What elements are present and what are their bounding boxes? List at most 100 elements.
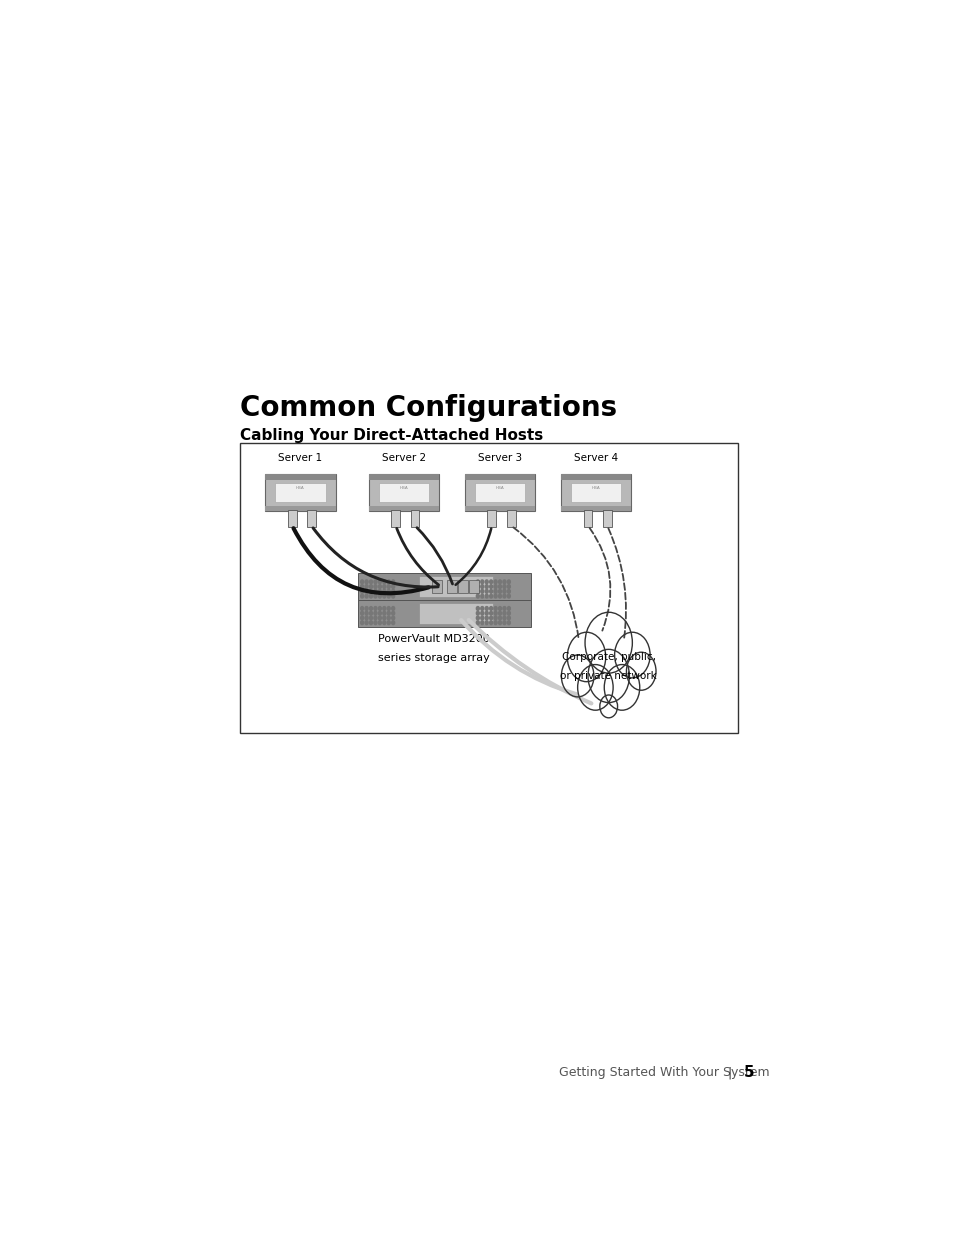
Circle shape: [502, 594, 505, 598]
FancyBboxPatch shape: [506, 510, 515, 526]
Circle shape: [360, 606, 363, 610]
Circle shape: [507, 589, 510, 593]
Circle shape: [392, 621, 395, 625]
Circle shape: [378, 616, 381, 620]
Circle shape: [374, 589, 376, 593]
Circle shape: [480, 594, 483, 598]
Circle shape: [476, 580, 478, 584]
Circle shape: [498, 594, 501, 598]
Circle shape: [387, 621, 390, 625]
Circle shape: [502, 616, 505, 620]
Circle shape: [374, 611, 376, 615]
Circle shape: [577, 664, 613, 710]
Circle shape: [374, 606, 376, 610]
Circle shape: [507, 594, 510, 598]
Circle shape: [476, 621, 478, 625]
Circle shape: [382, 594, 385, 598]
Circle shape: [392, 594, 395, 598]
Circle shape: [507, 580, 510, 584]
Circle shape: [489, 611, 492, 615]
Circle shape: [378, 606, 381, 610]
Circle shape: [360, 580, 363, 584]
Circle shape: [374, 594, 376, 598]
Bar: [464, 474, 535, 480]
FancyBboxPatch shape: [288, 510, 296, 526]
Circle shape: [489, 594, 492, 598]
Text: Server 4: Server 4: [574, 453, 618, 463]
Bar: [464, 506, 535, 510]
Circle shape: [498, 611, 501, 615]
Bar: [369, 506, 438, 510]
Circle shape: [360, 611, 363, 615]
Circle shape: [480, 606, 483, 610]
Circle shape: [360, 621, 363, 625]
Circle shape: [476, 616, 478, 620]
Circle shape: [378, 580, 381, 584]
Text: 5: 5: [743, 1065, 754, 1081]
FancyBboxPatch shape: [464, 474, 535, 510]
Text: Server 3: Server 3: [477, 453, 521, 463]
Circle shape: [494, 584, 497, 589]
Circle shape: [494, 594, 497, 598]
Circle shape: [369, 606, 372, 610]
Circle shape: [374, 616, 376, 620]
Bar: [560, 474, 631, 480]
Circle shape: [498, 580, 501, 584]
Text: HBA: HBA: [399, 485, 408, 490]
Circle shape: [626, 652, 656, 690]
Circle shape: [498, 616, 501, 620]
Text: series storage array: series storage array: [377, 653, 489, 663]
Circle shape: [387, 616, 390, 620]
FancyBboxPatch shape: [475, 483, 525, 501]
FancyBboxPatch shape: [307, 510, 315, 526]
Circle shape: [485, 584, 488, 589]
Circle shape: [489, 589, 492, 593]
Text: Corporate, public,: Corporate, public,: [561, 652, 655, 662]
Circle shape: [382, 580, 385, 584]
Text: HBA: HBA: [496, 485, 504, 490]
Circle shape: [378, 584, 381, 589]
Circle shape: [507, 616, 510, 620]
Circle shape: [382, 616, 385, 620]
Circle shape: [485, 611, 488, 615]
Circle shape: [599, 695, 617, 718]
FancyBboxPatch shape: [418, 603, 492, 624]
FancyBboxPatch shape: [583, 510, 592, 526]
FancyBboxPatch shape: [265, 474, 335, 510]
Circle shape: [476, 589, 478, 593]
Circle shape: [365, 611, 368, 615]
Circle shape: [378, 594, 381, 598]
Circle shape: [502, 580, 505, 584]
Circle shape: [480, 616, 483, 620]
Circle shape: [489, 584, 492, 589]
FancyBboxPatch shape: [560, 474, 631, 510]
FancyBboxPatch shape: [570, 483, 620, 501]
Circle shape: [387, 584, 390, 589]
Circle shape: [374, 621, 376, 625]
Circle shape: [502, 589, 505, 593]
Text: |: |: [726, 1066, 731, 1079]
Circle shape: [369, 589, 372, 593]
FancyBboxPatch shape: [357, 600, 531, 626]
FancyBboxPatch shape: [410, 510, 419, 526]
Circle shape: [507, 606, 510, 610]
Text: Cabling Your Direct-Attached Hosts: Cabling Your Direct-Attached Hosts: [239, 427, 542, 443]
Circle shape: [480, 621, 483, 625]
Text: Getting Started With Your System: Getting Started With Your System: [558, 1066, 769, 1079]
Bar: [265, 506, 335, 510]
Circle shape: [382, 606, 385, 610]
Circle shape: [378, 621, 381, 625]
Circle shape: [560, 655, 594, 697]
Circle shape: [489, 621, 492, 625]
Bar: [560, 506, 631, 510]
Circle shape: [603, 664, 639, 710]
Circle shape: [498, 589, 501, 593]
Circle shape: [360, 584, 363, 589]
Circle shape: [480, 589, 483, 593]
Bar: [265, 474, 335, 480]
Circle shape: [369, 621, 372, 625]
Circle shape: [387, 606, 390, 610]
Text: Server 1: Server 1: [278, 453, 322, 463]
Circle shape: [387, 594, 390, 598]
Circle shape: [614, 632, 649, 678]
